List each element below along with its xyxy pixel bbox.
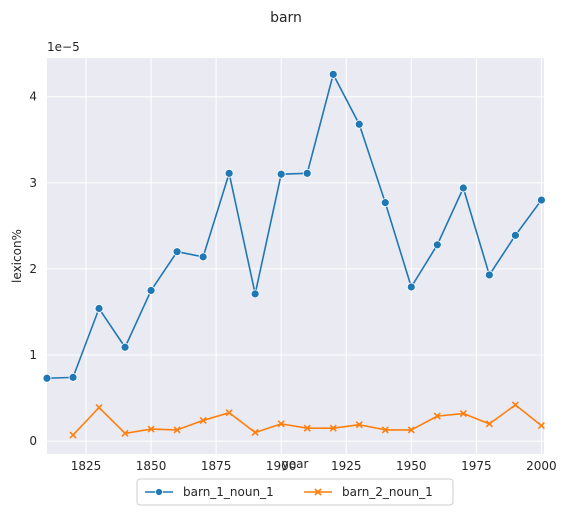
data-point <box>251 428 259 437</box>
data-point <box>224 168 234 178</box>
data-point <box>250 289 260 299</box>
data-point <box>199 416 207 424</box>
x-tick-label: 1950 <box>396 459 427 473</box>
y-tick-label: 2 <box>29 262 37 276</box>
data-point <box>69 431 77 439</box>
series-barn_2_noun_1 <box>69 401 545 439</box>
series-line <box>46 73 543 380</box>
series-barn_1_noun_1 <box>42 69 546 383</box>
y-tick-label: 4 <box>29 90 37 104</box>
data-point <box>406 282 416 292</box>
data-point <box>146 286 156 295</box>
data-point <box>121 429 129 437</box>
x-tick-label: 1925 <box>331 459 362 473</box>
data-point <box>277 420 285 428</box>
data-point <box>198 252 208 262</box>
data-point <box>355 421 363 429</box>
series-layer <box>42 69 546 439</box>
data-point <box>303 424 311 432</box>
x-tick-label: 1825 <box>71 459 102 473</box>
data-point <box>536 195 546 205</box>
data-point <box>302 168 312 178</box>
x-axis: 1825 1850 1875 1900 1925 1950 1975 2000 <box>71 459 557 473</box>
y-tick-label: 0 <box>29 434 37 448</box>
data-point <box>120 342 130 352</box>
legend-label-2: barn_2_noun_1 <box>342 485 433 499</box>
x-tick-label: 1900 <box>266 459 297 473</box>
data-point <box>485 420 493 428</box>
x-tick-label: 1850 <box>136 459 167 473</box>
data-point <box>147 425 155 433</box>
data-point <box>484 270 494 280</box>
x-tick-label: 2000 <box>526 459 557 473</box>
legend-label-1: barn_1_noun_1 <box>183 485 274 499</box>
data-point <box>458 183 468 193</box>
legend-marker-2 <box>314 488 322 496</box>
y-axis: 0 1 2 3 4 <box>29 90 37 448</box>
y-offset-label: 1e−5 <box>47 40 80 54</box>
data-point <box>42 373 52 383</box>
data-point <box>68 372 78 382</box>
data-point <box>329 424 337 432</box>
grid <box>47 58 544 454</box>
plot-area <box>47 58 544 454</box>
x-tick-label: 1875 <box>201 459 232 473</box>
data-point <box>172 247 182 257</box>
x-tick-label: 1975 <box>461 459 492 473</box>
data-point <box>94 304 104 313</box>
data-point <box>328 69 338 79</box>
data-point <box>510 230 520 240</box>
data-point <box>225 409 233 417</box>
data-point <box>173 426 181 434</box>
data-point <box>537 422 545 430</box>
data-point <box>95 403 103 412</box>
x-axis-label: year <box>282 457 309 471</box>
data-point <box>459 409 467 418</box>
chart-title: barn <box>270 10 302 26</box>
data-point <box>407 426 415 434</box>
data-point <box>433 412 441 420</box>
data-point <box>511 401 519 409</box>
legend-box <box>136 478 454 506</box>
data-point <box>380 198 390 208</box>
data-point <box>432 240 442 250</box>
y-tick-label: 1 <box>29 348 37 362</box>
y-tick-label: 3 <box>29 176 37 190</box>
data-point <box>381 426 389 434</box>
legend-marker-1 <box>155 488 163 496</box>
y-axis-label: lexicon% <box>10 229 24 283</box>
data-point <box>354 119 364 129</box>
legend: barn_1_noun_1 barn_2_noun_1 <box>136 478 454 506</box>
data-point <box>276 169 286 179</box>
